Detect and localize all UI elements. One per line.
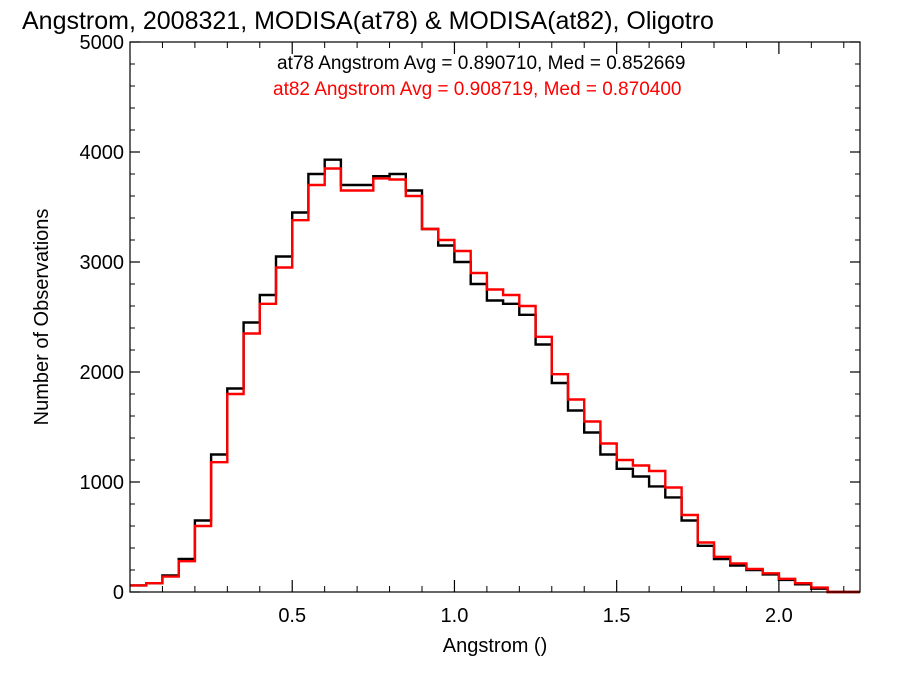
- plot-area: 0 1000 2000 3000 4000 5000 0.5 1.0 1.5 2.0: [80, 32, 861, 627]
- at78-stats-annotation: at78 Angstrom Avg = 0.890710, Med = 0.85…: [277, 53, 685, 74]
- axes-layer: 0 1000 2000 3000 4000 5000 0.5 1.0 1.5 2.0: [80, 32, 860, 627]
- x-axis-label: Angstrom (): [443, 635, 547, 657]
- y-axis-label: Number of Observations: [31, 209, 53, 426]
- series-layer: [130, 158, 860, 594]
- y-tick-label: 4000: [80, 142, 125, 164]
- y-tick-label: 0: [113, 582, 124, 604]
- x-tick-label: 2.0: [765, 605, 793, 627]
- at82-stats-annotation: at82 Angstrom Avg = 0.908719, Med = 0.87…: [273, 79, 681, 100]
- y-tick-label: 2000: [80, 362, 125, 384]
- chart-title: Angstrom, 2008321, MODISA(at78) & MODISA…: [22, 7, 714, 35]
- x-tick-label: 0.5: [278, 605, 306, 627]
- plot-frame: [129, 41, 861, 593]
- y-tick-label: 5000: [80, 32, 125, 54]
- series-at82-line: [130, 167, 860, 594]
- series-at78-line: [130, 158, 860, 594]
- y-tick-label: 1000: [80, 472, 125, 494]
- x-tick-label: 1.5: [603, 605, 631, 627]
- y-tick-label: 3000: [80, 252, 125, 274]
- x-tick-label: 1.0: [441, 605, 469, 627]
